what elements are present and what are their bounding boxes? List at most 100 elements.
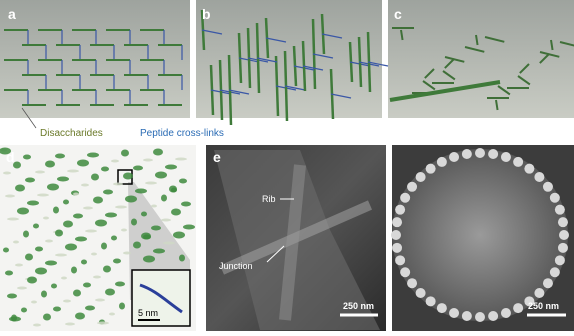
density <box>25 178 35 183</box>
figure: a b c d e 5 nm Rib Junction 250 nm 250 n… <box>0 0 574 331</box>
granule <box>524 164 534 174</box>
granule <box>400 267 410 277</box>
density <box>17 208 29 215</box>
panel-label: a <box>8 6 16 22</box>
density <box>155 172 167 179</box>
granule <box>449 308 459 318</box>
density <box>45 161 55 168</box>
granule <box>395 205 405 215</box>
granule <box>475 148 485 158</box>
density <box>43 217 49 220</box>
granule <box>558 217 568 227</box>
density <box>35 268 47 275</box>
density <box>87 153 99 158</box>
density <box>3 172 11 175</box>
granule <box>392 243 402 253</box>
granule <box>392 217 402 227</box>
granule <box>407 278 417 288</box>
density <box>25 254 33 261</box>
granule <box>437 157 447 167</box>
density <box>3 248 9 253</box>
granule <box>449 152 459 162</box>
granule <box>400 193 410 203</box>
granule <box>501 152 511 162</box>
granule <box>395 255 405 265</box>
density <box>45 261 57 266</box>
panel-b-bg <box>196 0 382 118</box>
legend-item: Disaccharides <box>40 128 103 139</box>
density <box>57 177 69 182</box>
density <box>81 184 89 187</box>
density <box>143 256 155 263</box>
granule <box>391 230 401 240</box>
granule <box>513 303 523 313</box>
density <box>37 194 49 197</box>
granule <box>407 182 417 192</box>
panel-label: b <box>202 6 211 22</box>
density <box>91 174 99 181</box>
scale-label: 5 nm <box>138 308 158 318</box>
density <box>179 179 187 184</box>
density <box>91 253 97 256</box>
density <box>7 294 17 299</box>
granule <box>558 243 568 253</box>
density <box>115 282 125 287</box>
density <box>23 155 31 160</box>
scale-label: 250 nm <box>343 301 374 311</box>
density <box>9 317 21 322</box>
density <box>161 219 171 222</box>
density <box>103 266 111 273</box>
granule <box>559 230 569 240</box>
density <box>179 255 185 262</box>
granule <box>488 311 498 321</box>
density <box>45 240 53 243</box>
density <box>173 232 185 239</box>
panel-label: d <box>6 149 15 165</box>
density <box>35 247 43 252</box>
density <box>131 219 137 226</box>
density <box>13 241 19 244</box>
panel-label: e <box>213 149 221 165</box>
density <box>27 201 39 206</box>
density <box>53 307 61 312</box>
density <box>151 205 157 208</box>
density <box>143 235 151 240</box>
density <box>135 189 147 194</box>
legend-item: Peptide cross-links <box>140 128 224 139</box>
density <box>153 149 163 156</box>
density <box>111 160 119 163</box>
density <box>55 254 67 257</box>
density <box>5 195 15 198</box>
density <box>15 264 23 267</box>
density <box>75 313 85 320</box>
granule <box>543 278 553 288</box>
density <box>73 214 83 219</box>
density <box>65 323 75 326</box>
scale-label: 250 nm <box>528 301 559 311</box>
density <box>21 308 27 313</box>
density <box>95 299 105 302</box>
granule <box>416 172 426 182</box>
granule <box>513 157 523 167</box>
density <box>27 277 37 284</box>
density <box>105 213 117 218</box>
density <box>5 271 13 276</box>
granule <box>426 296 436 306</box>
density <box>43 314 51 321</box>
granule <box>416 288 426 298</box>
density <box>33 324 41 327</box>
density <box>63 200 69 205</box>
density <box>145 182 157 185</box>
density <box>31 301 37 304</box>
density <box>53 207 59 214</box>
density <box>83 207 93 210</box>
density <box>93 197 103 204</box>
annotation: Junction <box>219 261 253 271</box>
granule <box>555 205 565 215</box>
density <box>73 193 79 196</box>
page: a b c d e 5 nm Rib Junction 250 nm 250 n… <box>0 0 574 331</box>
density <box>63 221 73 228</box>
density <box>61 277 67 280</box>
density <box>103 190 113 195</box>
density <box>133 166 143 171</box>
